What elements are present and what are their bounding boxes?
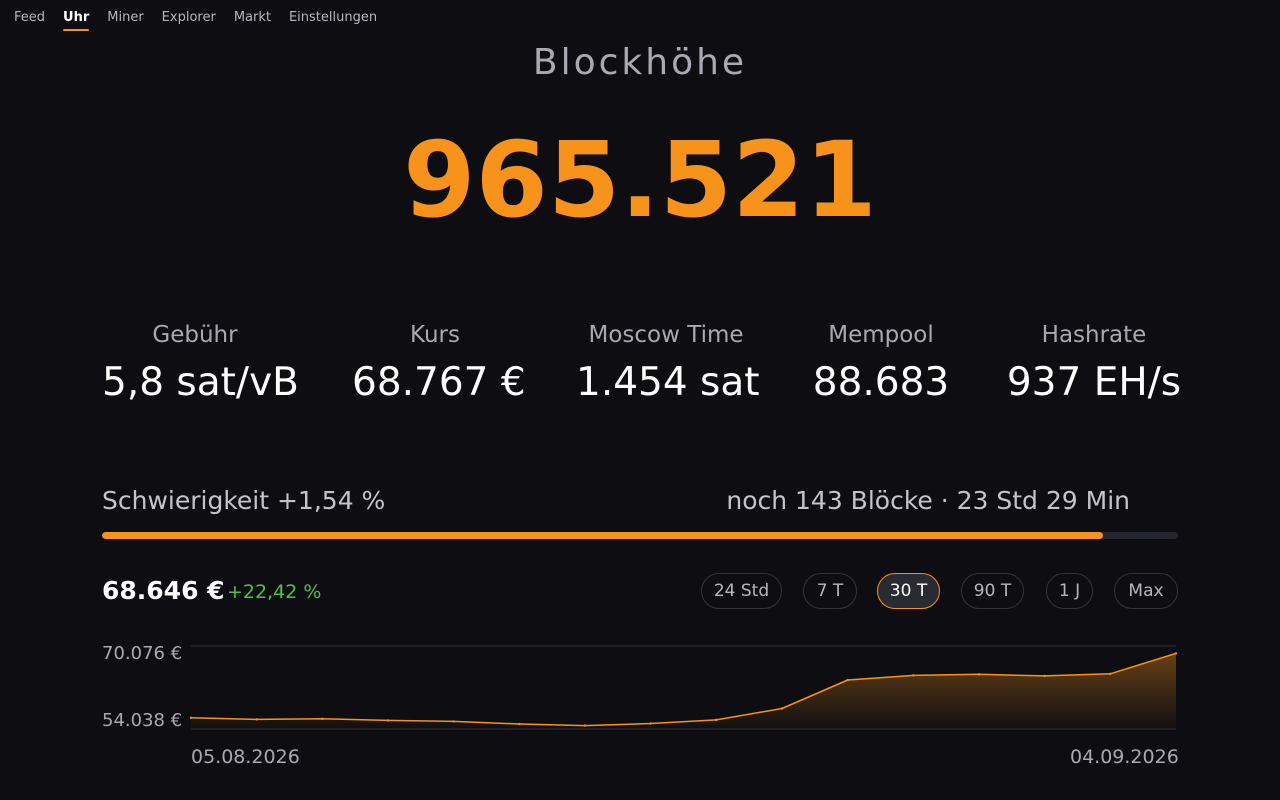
nav-tab-miner[interactable]: Miner bbox=[107, 10, 144, 25]
block-height-title: Blockhöhe bbox=[532, 42, 748, 83]
stat-mempool: Mempool 88.683 bbox=[806, 322, 956, 405]
top-nav: Feed Uhr Miner Explorer Markt Einstellun… bbox=[14, 8, 395, 31]
chart-point-7 bbox=[649, 722, 652, 725]
stat-hashrate: Hashrate 937 EH/s bbox=[1006, 322, 1182, 405]
current-price: 68.646 € bbox=[102, 576, 225, 605]
stat-fee-value: 5,8 sat/vB bbox=[102, 360, 299, 405]
stat-moscow-time: Moscow Time 1.454 sat bbox=[576, 322, 760, 405]
chart-point-5 bbox=[518, 722, 521, 726]
range-button-max[interactable]: Max bbox=[1114, 573, 1178, 609]
difficulty-remaining: noch 143 Blöcke · 23 Std 29 Min bbox=[726, 486, 1130, 515]
block-height-value: 965.521 bbox=[403, 119, 877, 241]
range-button-7d[interactable]: 7 T bbox=[803, 573, 857, 609]
chart-area-fill bbox=[191, 653, 1176, 729]
chart-point-15 bbox=[1174, 652, 1178, 655]
nav-tab-einstellungen[interactable]: Einstellungen bbox=[288, 10, 378, 25]
chart-point-12 bbox=[977, 673, 981, 676]
stat-mempool-value: 88.683 bbox=[812, 360, 950, 405]
chart-point-14 bbox=[1109, 672, 1112, 676]
stat-mempool-label: Mempool bbox=[828, 322, 934, 348]
chart-point-11 bbox=[912, 674, 915, 677]
chart-x-tick-start: 05.08.2026 bbox=[191, 746, 300, 768]
chart-y-tick-high: 70.076 € bbox=[102, 643, 183, 664]
stat-fee: Gebühr 5,8 sat/vB bbox=[102, 322, 299, 405]
difficulty-row: Schwierigkeit +1,54 % noch 143 Blöcke · … bbox=[102, 486, 1130, 515]
chart-point-9 bbox=[780, 707, 784, 710]
stat-price-label: Kurs bbox=[410, 322, 460, 348]
stat-hashrate-label: Hashrate bbox=[1041, 322, 1147, 348]
nav-tab-uhr[interactable]: Uhr bbox=[63, 8, 90, 31]
difficulty-progress-fill bbox=[102, 532, 1103, 539]
chart-point-0 bbox=[189, 716, 193, 720]
price-change: +22,42 % bbox=[227, 581, 322, 603]
chart-point-3 bbox=[386, 719, 390, 722]
chart-point-13 bbox=[1043, 674, 1046, 678]
difficulty-label: Schwierigkeit +1,54 % bbox=[102, 486, 386, 515]
range-button-30d[interactable]: 30 T bbox=[877, 573, 940, 609]
chart-point-6 bbox=[583, 724, 587, 727]
range-button-1y[interactable]: 1 J bbox=[1046, 573, 1093, 609]
chart-series-line bbox=[190, 652, 1177, 727]
stat-hashrate-value: 937 EH/s bbox=[1006, 360, 1182, 405]
nav-tab-explorer[interactable]: Explorer bbox=[161, 10, 216, 25]
chart-point-4 bbox=[452, 720, 455, 723]
range-button-90d[interactable]: 90 T bbox=[961, 573, 1024, 609]
stat-price: Kurs 68.767 € bbox=[352, 322, 526, 405]
chart-point-1 bbox=[255, 718, 258, 721]
stat-fee-label: Gebühr bbox=[152, 322, 238, 348]
stat-moscow-time-value: 1.454 sat bbox=[576, 360, 760, 405]
chart-x-tick-end: 04.09.2026 bbox=[1070, 746, 1179, 768]
stat-moscow-time-label: Moscow Time bbox=[588, 322, 744, 348]
stat-price-value: 68.767 € bbox=[352, 360, 526, 405]
chart-point-10 bbox=[846, 678, 849, 682]
chart-y-tick-low: 54.038 € bbox=[102, 710, 183, 731]
nav-tab-markt[interactable]: Markt bbox=[233, 10, 271, 25]
range-button-24h[interactable]: 24 Std bbox=[701, 573, 782, 609]
nav-tab-feed[interactable]: Feed bbox=[14, 10, 46, 25]
chart-point-2 bbox=[321, 717, 324, 721]
chart-point-8 bbox=[715, 718, 718, 722]
difficulty-progress-bar bbox=[102, 532, 1178, 539]
